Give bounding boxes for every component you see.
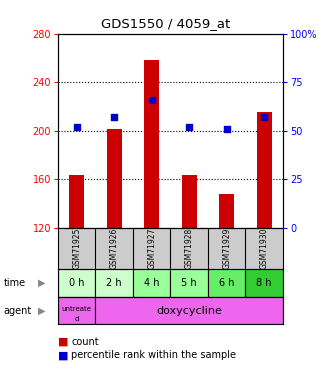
Point xyxy=(261,114,267,120)
Bar xyxy=(107,129,122,228)
Bar xyxy=(58,269,95,297)
Text: GSM71930: GSM71930 xyxy=(260,228,269,269)
Bar xyxy=(182,176,197,228)
Text: GSM71929: GSM71929 xyxy=(222,228,231,269)
Bar xyxy=(170,269,208,297)
Text: 6 h: 6 h xyxy=(219,278,234,288)
Text: time: time xyxy=(3,278,25,288)
Bar xyxy=(95,269,133,297)
Text: GSM71925: GSM71925 xyxy=(72,228,81,269)
Text: d: d xyxy=(74,316,79,322)
Bar xyxy=(58,297,95,324)
Bar xyxy=(144,60,159,228)
Bar xyxy=(95,297,283,324)
Text: percentile rank within the sample: percentile rank within the sample xyxy=(71,351,236,360)
Text: 2 h: 2 h xyxy=(106,278,122,288)
Text: agent: agent xyxy=(3,306,31,315)
Bar xyxy=(219,194,234,228)
Point xyxy=(224,126,229,132)
Text: ▶: ▶ xyxy=(38,306,46,315)
Text: untreate: untreate xyxy=(62,306,92,312)
Text: ■: ■ xyxy=(58,337,69,347)
Bar xyxy=(133,269,170,297)
Text: GSM71928: GSM71928 xyxy=(185,228,194,269)
Bar xyxy=(257,112,272,228)
Text: GSM71926: GSM71926 xyxy=(110,228,119,269)
Text: ■: ■ xyxy=(58,351,69,360)
Point xyxy=(74,124,79,130)
Text: ▶: ▶ xyxy=(38,278,46,288)
Text: count: count xyxy=(71,337,99,347)
Text: GSM71927: GSM71927 xyxy=(147,228,156,269)
Text: 4 h: 4 h xyxy=(144,278,160,288)
Text: 5 h: 5 h xyxy=(181,278,197,288)
Bar xyxy=(246,269,283,297)
Text: GDS1550 / 4059_at: GDS1550 / 4059_at xyxy=(101,17,230,30)
Bar xyxy=(69,176,84,228)
Text: doxycycline: doxycycline xyxy=(156,306,222,315)
Text: 8 h: 8 h xyxy=(257,278,272,288)
Bar xyxy=(208,269,246,297)
Point xyxy=(112,114,117,120)
Point xyxy=(149,97,154,103)
Text: 0 h: 0 h xyxy=(69,278,84,288)
Point xyxy=(187,124,192,130)
